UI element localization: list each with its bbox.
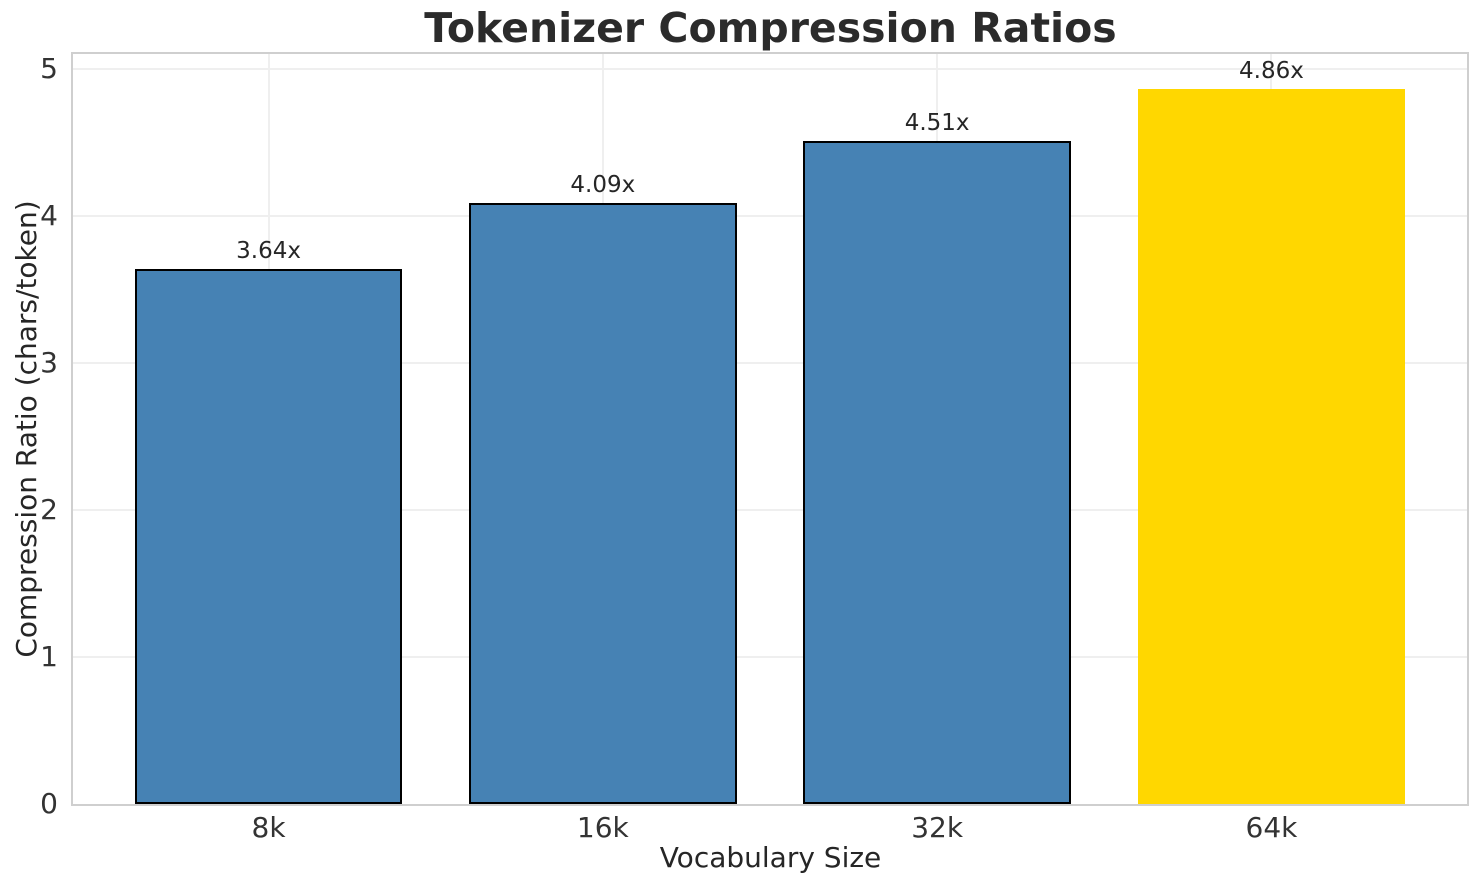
gridline-horizontal (73, 67, 1467, 70)
chart-title: Tokenizer Compression Ratios (424, 4, 1117, 52)
x-tick-label: 8k (251, 811, 286, 844)
y-axis-label: Compression Ratio (chars/token) (10, 200, 43, 658)
x-tick-label: 16k (576, 811, 629, 844)
y-tick-label: 4 (40, 198, 58, 232)
bar-value-label: 4.51x (904, 109, 970, 136)
bar-value-label: 3.64x (236, 237, 301, 264)
gridline-horizontal (73, 508, 1467, 511)
bar-16k (469, 202, 737, 804)
y-tick-label: 3 (40, 345, 58, 379)
bar-value-label: 4.09x (570, 171, 636, 198)
bar-value-label: 4.86x (1239, 58, 1304, 85)
y-tick-label: 1 (40, 639, 58, 673)
bar-64k (1137, 89, 1406, 804)
bar-8k (134, 268, 403, 804)
y-tick-label: 2 (40, 492, 58, 526)
bar-32k (803, 140, 1071, 804)
plot-area: 3.64x 4.09x 4.51x 4.86x (71, 52, 1469, 806)
gridline-horizontal (73, 361, 1467, 364)
x-axis-label: Vocabulary Size (659, 841, 882, 874)
x-tick-label: 64k (1245, 811, 1298, 844)
x-tick-label: 32k (911, 811, 964, 844)
gridline-horizontal (73, 214, 1467, 217)
y-tick-label: 0 (40, 787, 58, 820)
gridline-horizontal (73, 655, 1467, 658)
y-tick-label: 5 (40, 51, 58, 85)
